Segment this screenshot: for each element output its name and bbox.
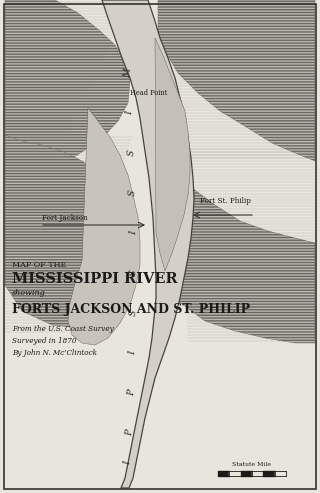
Text: S: S: [129, 270, 139, 277]
Text: From the U.S. Coast Survey: From the U.S. Coast Survey: [12, 325, 114, 333]
Text: I: I: [124, 461, 132, 465]
Text: FORTS JACKSON AND ST. PHILIP: FORTS JACKSON AND ST. PHILIP: [12, 303, 250, 316]
Text: P: P: [127, 389, 137, 396]
Text: MAP OF THE: MAP OF THE: [12, 261, 66, 269]
Polygon shape: [158, 0, 315, 161]
Polygon shape: [102, 0, 194, 488]
Text: I: I: [129, 231, 139, 235]
Text: S: S: [128, 189, 138, 196]
Text: M: M: [123, 68, 133, 78]
Text: I: I: [128, 351, 138, 355]
Polygon shape: [155, 38, 190, 271]
Text: MISSISSIPPI RIVER: MISSISSIPPI RIVER: [12, 272, 178, 286]
Text: By John N. Mc’Clintock: By John N. Mc’Clintock: [12, 349, 97, 357]
Text: showing: showing: [12, 289, 46, 297]
Text: Fort Jackson: Fort Jackson: [42, 214, 88, 222]
Text: Fort St. Philip: Fort St. Philip: [200, 197, 251, 205]
Text: Head Point: Head Point: [130, 89, 167, 97]
Text: Statute Mile: Statute Mile: [233, 462, 271, 467]
Polygon shape: [5, 0, 130, 163]
Polygon shape: [68, 108, 140, 345]
Text: I: I: [125, 111, 135, 115]
Text: S: S: [129, 310, 139, 317]
Text: P: P: [125, 429, 135, 436]
Text: S: S: [127, 149, 137, 156]
Polygon shape: [165, 148, 315, 343]
Text: Surveyed in 1870: Surveyed in 1870: [12, 337, 76, 345]
Polygon shape: [5, 135, 135, 328]
